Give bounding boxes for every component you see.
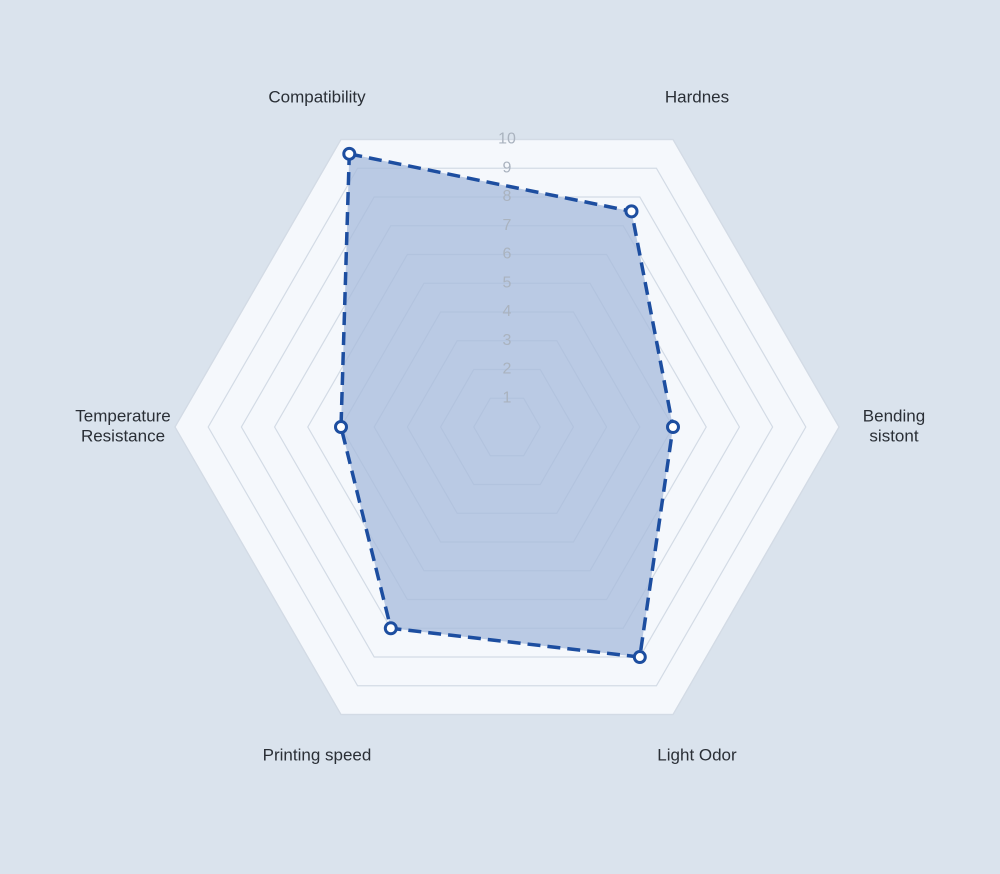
data-point-3: [632, 650, 647, 665]
data-point-5: [334, 420, 348, 434]
axis-label-5-line-1: Resistance: [81, 426, 165, 445]
axis-label-5-line-0: Temperature: [75, 406, 170, 425]
tick-label-6: 6: [503, 246, 512, 263]
grid-ring-9: [207, 167, 807, 687]
data-point-1: [624, 204, 639, 219]
axis-label-2-line-0: Bending: [863, 406, 925, 425]
axis-label-0-line-0: Compatibility: [268, 87, 366, 106]
data-point-0: [342, 146, 357, 161]
tick-label-2: 2: [503, 361, 512, 378]
tick-label-7: 7: [503, 217, 512, 234]
tick-label-10: 10: [498, 131, 516, 148]
data-point-2: [666, 420, 680, 434]
tick-label-4: 4: [503, 303, 512, 320]
tick-label-8: 8: [503, 188, 512, 205]
axis-label-1-line-0: Hardnes: [665, 87, 729, 106]
data-point-4: [383, 621, 398, 636]
grid-ring-10: [174, 138, 840, 716]
axis-label-2-line-1: sistont: [869, 426, 918, 445]
axis-label-3-line-0: Light Odor: [657, 746, 737, 765]
axis-label-4-line-0: Printing speed: [263, 746, 372, 765]
tick-label-1: 1: [503, 389, 512, 406]
tick-label-3: 3: [503, 332, 512, 349]
tick-label-5: 5: [503, 274, 512, 291]
tick-label-9: 9: [503, 159, 512, 176]
